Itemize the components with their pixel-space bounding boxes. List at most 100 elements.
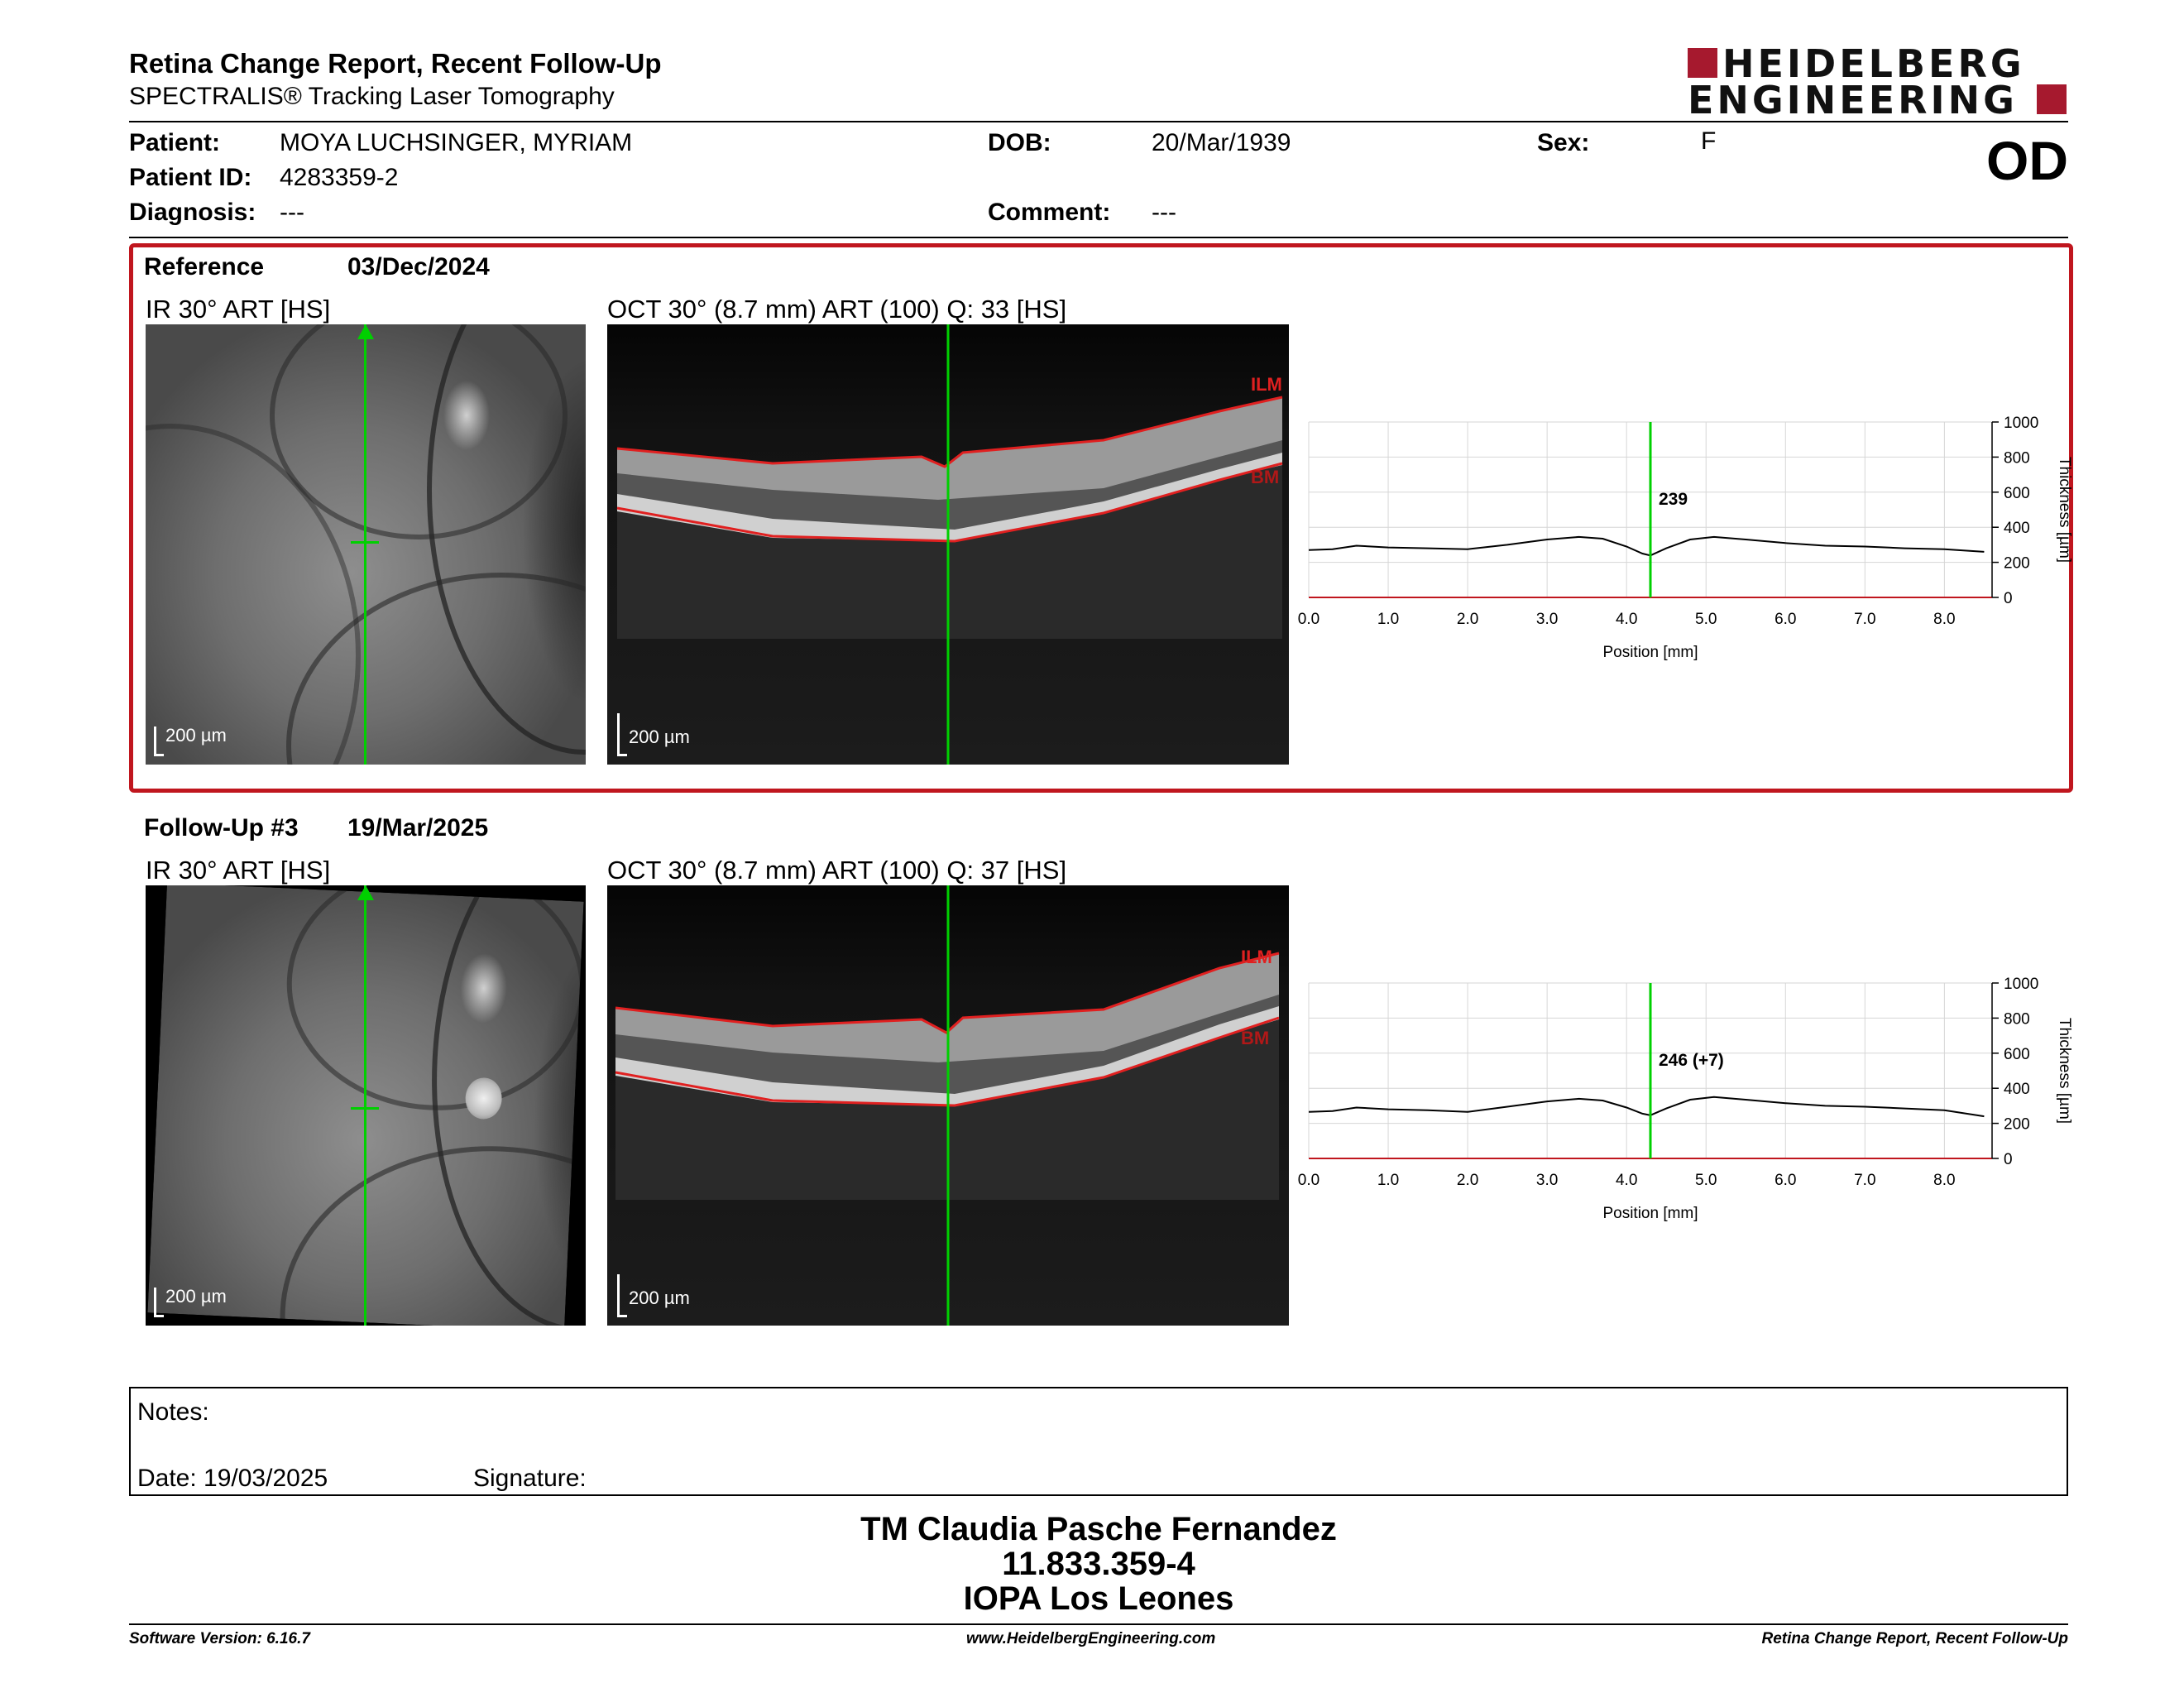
- bm-label: BM: [1241, 1028, 1270, 1048]
- followup-oct-bscan-image[interactable]: ILM BM 200 µm: [607, 885, 1289, 1326]
- diagnosis-label: Diagnosis:: [129, 199, 256, 226]
- thickness-series-line: [1308, 535, 1985, 557]
- dob-value: 20/Mar/1939: [1152, 129, 1291, 156]
- header-divider: [129, 121, 2068, 122]
- fovea-marker-icon: [351, 541, 379, 544]
- y-tick-label: 400: [2004, 1081, 2030, 1098]
- x-tick-label: 3.0: [1536, 1172, 1558, 1189]
- patient-name: MOYA LUCHSINGER, MYRIAM: [280, 129, 633, 156]
- stamp-line-3: IOPA Los Leones: [963, 1580, 1234, 1617]
- sex-label: Sex:: [1537, 129, 1590, 156]
- footer-divider: [129, 1623, 2068, 1625]
- x-tick-label: 4.0: [1616, 611, 1637, 628]
- scan-arrow-icon: [357, 885, 374, 900]
- comment-label: Comment:: [988, 199, 1111, 226]
- y-tick-label: 0: [2004, 590, 2013, 607]
- oct-scale-bar: 200 µm: [617, 710, 716, 756]
- report-subtitle: SPECTRALIS® Tracking Laser Tomography: [129, 83, 615, 110]
- reference-label: Reference: [144, 253, 265, 281]
- ir-scale-bar: 200 µm: [154, 723, 253, 756]
- ir-scale-label: 200 µm: [165, 1286, 227, 1307]
- dob-label: DOB:: [988, 129, 1051, 156]
- reference-oct-title: OCT 30° (8.7 mm) ART (100) Q: 33 [HS]: [607, 295, 1067, 324]
- marker-value-label: 239: [1659, 490, 1688, 509]
- footer-report-name: Retina Change Report, Recent Follow-Up: [1761, 1630, 2068, 1647]
- website-link[interactable]: www.HeidelbergEngineering.com: [966, 1630, 1216, 1647]
- reference-thickness-chart: 0.0 1.0 2.0 3.0 4.0 5.0 6.0 7.0 8.0 0 200 400 600 800…: [1298, 415, 2073, 661]
- y-tick-label: 600: [2004, 485, 2030, 502]
- vessel-arc: [270, 324, 568, 539]
- x-tick-label: 7.0: [1854, 611, 1875, 628]
- bm-label: BM: [1251, 467, 1280, 487]
- followup-ir-fundus-image[interactable]: 200 µm: [146, 885, 586, 1326]
- diagnosis-value: ---: [280, 199, 304, 226]
- eye-indicator: OD: [1986, 130, 2068, 191]
- x-tick-label: 0.0: [1298, 1172, 1320, 1189]
- x-tick-label: 6.0: [1774, 611, 1796, 628]
- followup-label: Follow-Up #3: [144, 814, 299, 842]
- reference-highlight-box: [129, 243, 2073, 793]
- y-axis-label: Thickness [µm]: [2056, 1018, 2073, 1124]
- x-axis-label: Position [mm]: [1602, 1205, 1698, 1222]
- notes-label: Notes:: [137, 1398, 209, 1426]
- y-tick-label: 200: [2004, 555, 2030, 573]
- followup-ir-title: IR 30° ART [HS]: [146, 856, 331, 885]
- oct-scale-label: 200 µm: [629, 1288, 690, 1308]
- followup-thickness-chart: 0.0 1.0 2.0 3.0 4.0 5.0 6.0 7.0 8.0 0 200 400 600 800…: [1298, 976, 2073, 1222]
- y-axis-label: Thickness [µm]: [2056, 457, 2073, 563]
- followup-date: 19/Mar/2025: [347, 814, 489, 842]
- ir-scale-label: 200 µm: [165, 725, 227, 746]
- y-tick-label: 600: [2004, 1046, 2030, 1063]
- x-tick-label: 3.0: [1536, 611, 1558, 628]
- ir-scale-bar: 200 µm: [154, 1284, 253, 1317]
- x-axis-label: Position [mm]: [1602, 644, 1698, 661]
- reference-ir-fundus-image[interactable]: 200 µm: [146, 324, 586, 765]
- y-tick-label: 1000: [2004, 976, 2038, 993]
- patient-id: 4283359-2: [280, 164, 399, 191]
- thickness-series-line: [1308, 1096, 1985, 1118]
- scan-line: [364, 885, 366, 1326]
- software-version: Software Version: 6.16.7: [129, 1630, 310, 1647]
- followup-oct-title: OCT 30° (8.7 mm) ART (100) Q: 37 [HS]: [607, 856, 1067, 885]
- reference-oct-layers: [616, 324, 1283, 765]
- x-tick-label: 8.0: [1933, 611, 1955, 628]
- x-tick-label: 2.0: [1457, 1172, 1478, 1189]
- patient-label: Patient:: [129, 129, 221, 156]
- oct-scale-bar: 200 µm: [617, 1271, 716, 1317]
- heidelberg-logo: HEIDELBERG ENGINEERING: [1688, 41, 2068, 122]
- comment-value: ---: [1152, 199, 1176, 226]
- logo-square-right: [2037, 84, 2067, 114]
- x-tick-label: 2.0: [1457, 611, 1478, 628]
- oct-scale-label: 200 µm: [629, 727, 690, 747]
- patient-divider: [129, 237, 2068, 238]
- reference-oct-bscan-image[interactable]: ILM BM 200 µm: [607, 324, 1289, 765]
- y-tick-label: 800: [2004, 1010, 2030, 1028]
- logo-line-1: HEIDELBERG: [1722, 41, 2025, 86]
- ilm-label: ILM: [1241, 947, 1272, 967]
- scan-line: [364, 324, 366, 765]
- ilm-label: ILM: [1251, 374, 1282, 395]
- notes-date: Date: 19/03/2025: [137, 1465, 328, 1492]
- y-tick-label: 400: [2004, 520, 2030, 537]
- fovea-marker-icon: [351, 1107, 379, 1110]
- stamp-line-2: 11.833.359-4: [1002, 1546, 1195, 1582]
- x-tick-label: 6.0: [1774, 1172, 1796, 1189]
- x-tick-label: 5.0: [1695, 1172, 1717, 1189]
- y-tick-label: 0: [2004, 1151, 2013, 1168]
- x-tick-label: 1.0: [1377, 1172, 1399, 1189]
- sex-value: F: [1701, 127, 1717, 155]
- x-tick-label: 5.0: [1695, 611, 1717, 628]
- reference-date: 03/Dec/2024: [347, 253, 490, 281]
- x-tick-label: 0.0: [1298, 611, 1320, 628]
- report-title: Retina Change Report, Recent Follow-Up: [129, 48, 662, 79]
- signature-label: Signature:: [473, 1465, 587, 1492]
- y-tick-label: 800: [2004, 449, 2030, 467]
- logo-line-2: ENGINEERING: [1688, 78, 2018, 122]
- notes-box[interactable]: Notes: Date: 19/03/2025 Signature:: [129, 1387, 2068, 1496]
- patient-id-label: Patient ID:: [129, 164, 252, 191]
- x-tick-label: 8.0: [1933, 1172, 1955, 1189]
- y-tick-label: 1000: [2004, 415, 2038, 432]
- reference-ir-title: IR 30° ART [HS]: [146, 295, 331, 324]
- x-tick-label: 7.0: [1854, 1172, 1875, 1189]
- stamp-block: TM Claudia Pasche Fernandez 11.833.359-4…: [0, 1511, 2184, 1620]
